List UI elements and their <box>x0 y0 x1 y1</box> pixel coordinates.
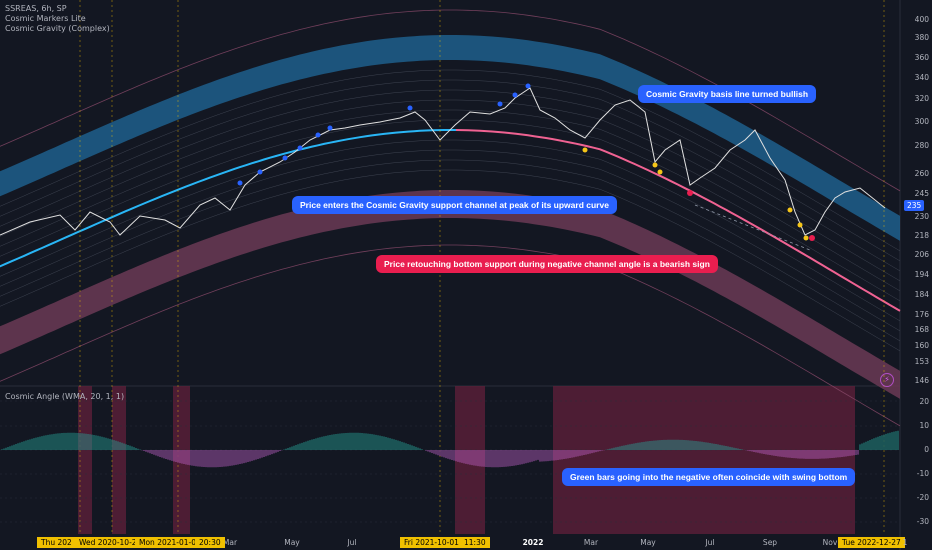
price-axis-label: 280 <box>914 141 929 150</box>
channel-line <box>0 149 901 332</box>
price-axis-label: 340 <box>914 73 929 82</box>
price-axis-label: 320 <box>914 94 929 103</box>
bull-marker <box>327 125 333 131</box>
time-axis-label: Nov <box>822 538 838 547</box>
indicator-legend-markers[interactable]: Cosmic Markers Lite <box>5 14 86 23</box>
bull-marker <box>297 145 303 151</box>
callout-green-bars: Green bars going into the negative often… <box>562 468 856 486</box>
gold-marker <box>803 235 809 241</box>
price-axis-label: 194 <box>914 270 929 279</box>
negative-zone <box>553 386 740 534</box>
price-axis-label: 168 <box>914 325 929 334</box>
price-axis-label: 153 <box>914 357 929 366</box>
price-axis-label: 184 <box>914 290 929 299</box>
bull-marker <box>315 132 321 138</box>
angle-axis-label: -30 <box>916 517 929 526</box>
channel-line <box>0 69 901 252</box>
indicator-legend-gravity[interactable]: Cosmic Gravity (Complex) <box>5 24 110 33</box>
channel-line <box>0 119 901 302</box>
time-axis-label: Jul <box>705 538 715 547</box>
price-axis-label: 218 <box>914 231 929 240</box>
bull-marker <box>282 155 288 161</box>
crosshair-date-label: Fri 2021-10-01 <box>400 537 463 548</box>
time-axis-label: Mar <box>583 538 599 547</box>
price-axis-label: 230 <box>914 212 929 221</box>
angle-axis-label: 20 <box>919 397 929 406</box>
time-axis-edge-label: 1 <box>902 538 908 547</box>
bull-marker <box>257 169 263 175</box>
indicator-legend-angle[interactable]: Cosmic Angle (WMA, 20, 1, 1) <box>5 392 125 401</box>
price-axis-label: 160 <box>914 341 929 350</box>
bear-marker <box>809 235 815 241</box>
channel-line <box>0 159 901 342</box>
negative-zone <box>112 386 126 534</box>
price-axis-label: 206 <box>914 250 929 259</box>
time-axis-label: Mar <box>222 538 238 547</box>
time-axis-label: May <box>284 538 300 547</box>
crosshair-date-label: 20:30 <box>195 537 225 548</box>
symbol-legend[interactable]: SSREAS, 6h, SP <box>5 4 67 13</box>
gold-marker <box>657 169 663 175</box>
crosshair-date-label: Thu 202 <box>37 537 76 548</box>
price-axis-label: 260 <box>914 169 929 178</box>
callout-support-enter: Price enters the Cosmic Gravity support … <box>292 196 617 214</box>
bull-marker <box>407 105 413 111</box>
gold-marker <box>787 207 793 213</box>
basis-line-bearish <box>455 129 901 312</box>
time-axis-label: Jul <box>347 538 357 547</box>
bull-marker <box>512 92 518 98</box>
gold-marker <box>582 147 588 153</box>
crosshair-date-label: Wed 2020-10-28 <box>75 537 146 548</box>
outer-channel-line <box>0 244 901 427</box>
crosshair-date-label: Tue 2022-12-27 <box>838 537 905 548</box>
channel-line <box>0 169 901 352</box>
trend-line <box>694 204 811 251</box>
price-axis-label: 400 <box>914 15 929 24</box>
channel-line <box>0 79 901 262</box>
basis-line-bullish <box>0 129 456 268</box>
angle-axis-label: 10 <box>919 421 929 430</box>
crosshair-date-label: Mon 2021-01-04 <box>135 537 205 548</box>
channel-line <box>0 99 901 282</box>
gold-marker <box>652 162 658 168</box>
callout-retouch-bearish: Price retouching bottom support during n… <box>376 255 718 273</box>
time-axis-label: 2022 <box>522 538 544 547</box>
price-axis-label: 380 <box>914 33 929 42</box>
angle-axis-label: -10 <box>916 469 929 478</box>
lightning-icon[interactable]: ⚡ <box>880 373 894 387</box>
callout-basis-bullish: Cosmic Gravity basis line turned bullish <box>638 85 817 103</box>
upper-resistance-band <box>0 35 900 241</box>
gold-marker <box>797 222 803 228</box>
angle-axis-label: 0 <box>924 445 929 454</box>
price-axis-label: 360 <box>914 53 929 62</box>
price-axis-label: 176 <box>914 310 929 319</box>
current-price-tag: 235 <box>904 200 925 211</box>
time-axis-label: May <box>640 538 656 547</box>
price-axis-label: 300 <box>914 117 929 126</box>
angle-axis-label: -20 <box>916 493 929 502</box>
bull-marker <box>497 101 503 107</box>
price-axis-label: 245 <box>914 189 929 198</box>
bull-marker <box>525 83 531 89</box>
price-axis-label: 146 <box>914 376 929 385</box>
channel-line <box>0 109 901 292</box>
negative-zone <box>740 386 855 534</box>
bull-marker <box>237 180 243 186</box>
negative-zone <box>78 386 92 534</box>
crosshair-date-label: 11:30 <box>460 537 490 548</box>
channel-line <box>0 89 901 272</box>
channel-line <box>0 139 901 322</box>
lower-support-band <box>0 190 900 399</box>
price-line <box>0 87 886 236</box>
time-axis-label: Sep <box>762 538 778 547</box>
bear-marker <box>687 190 693 196</box>
